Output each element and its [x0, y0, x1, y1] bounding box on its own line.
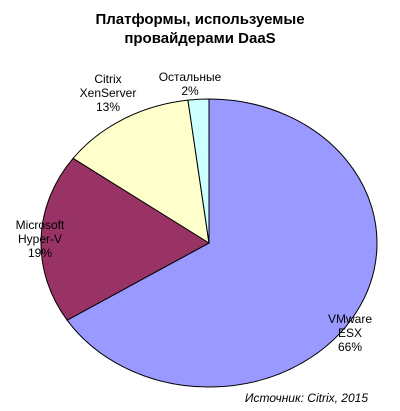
pie-slice — [40, 157, 210, 321]
source-note: Источник: Citrix, 2015 — [244, 391, 368, 405]
chart-title: Платформы, используемые провайдерами Daa… — [95, 11, 305, 47]
pie-slice — [72, 99, 210, 244]
slice-label: Microsoft Hyper-V 19% — [0, 218, 95, 260]
slice-value: 2% — [181, 84, 199, 98]
slice-name: VMware ESX — [327, 312, 372, 340]
slice-name: Citrix XenServer — [79, 72, 137, 100]
slice-value: 19% — [27, 246, 53, 260]
slice-label: Citrix XenServer 13% — [53, 72, 163, 114]
slice-name: Остальные — [158, 70, 222, 84]
slice-name: Microsoft Hyper-V — [15, 218, 65, 246]
slice-value: 66% — [337, 340, 363, 354]
slice-value: 13% — [95, 100, 121, 114]
slice-label: Остальные 2% — [135, 70, 245, 98]
pie-slice — [187, 98, 210, 244]
slice-label: VMware ESX 66% — [295, 312, 400, 354]
pie-slice — [66, 98, 378, 388]
